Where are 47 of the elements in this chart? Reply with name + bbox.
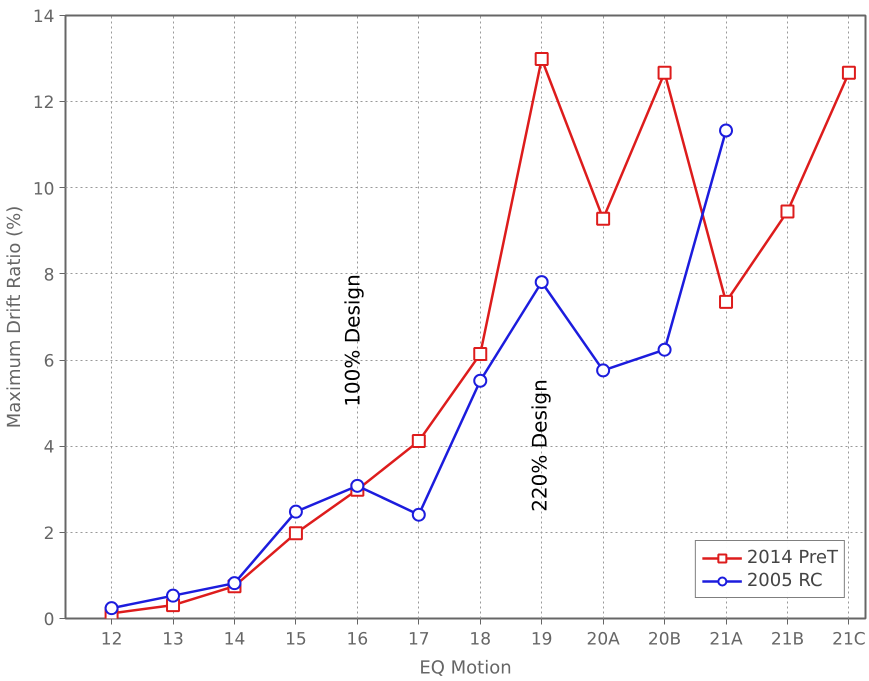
x-tick-label: 20B — [648, 630, 682, 650]
y-tick-label: 8 — [44, 265, 55, 286]
y-axis-title: Maximum Drift Ratio (%) — [4, 206, 25, 428]
y-tick-label: 6 — [44, 352, 55, 372]
point — [104, 601, 119, 616]
point — [596, 363, 610, 378]
y-tick-label: 14 — [32, 7, 55, 27]
x-tick-label: 17 — [408, 630, 430, 650]
point — [288, 526, 303, 540]
point — [473, 374, 488, 388]
annotation: 100% Design — [340, 274, 364, 407]
y-tick-label: 0 — [44, 610, 55, 630]
point — [842, 66, 856, 80]
point — [534, 275, 549, 290]
annotation: 220% Design — [528, 379, 552, 512]
y-tick-label: 10 — [32, 179, 55, 200]
x-tick-label: 13 — [162, 630, 184, 650]
legend-label: 2005 RC — [746, 570, 823, 591]
point — [719, 294, 734, 309]
point — [719, 124, 734, 138]
point — [780, 204, 794, 218]
x-tick-label: 12 — [100, 630, 122, 650]
legend-label: 2014 PreT — [746, 547, 838, 568]
x-tick-label: 18 — [469, 630, 492, 650]
y-tick-label: 2 — [44, 524, 55, 544]
x-tick-label: 21A — [709, 630, 744, 650]
x-tick-label: 21C — [832, 630, 866, 650]
x-axis-title: EQ Motion — [419, 658, 512, 678]
point — [534, 52, 549, 66]
y-tick-label: 12 — [32, 93, 55, 114]
point — [350, 478, 364, 493]
point — [658, 66, 672, 80]
x-tick-label: 19 — [530, 630, 553, 650]
y-tick-label: 4 — [44, 438, 55, 458]
point — [473, 347, 488, 362]
point — [596, 212, 610, 226]
point — [166, 588, 180, 603]
x-tick-label: 21B — [770, 630, 804, 650]
x-tick-label: 20A — [586, 630, 620, 650]
x-tick-label: 16 — [346, 630, 368, 650]
x-tick-label: 15 — [285, 630, 307, 650]
x-tick-label: 14 — [224, 630, 246, 650]
point — [412, 434, 426, 448]
point — [288, 504, 303, 519]
point — [658, 342, 672, 357]
point — [412, 508, 426, 522]
point — [227, 576, 242, 590]
